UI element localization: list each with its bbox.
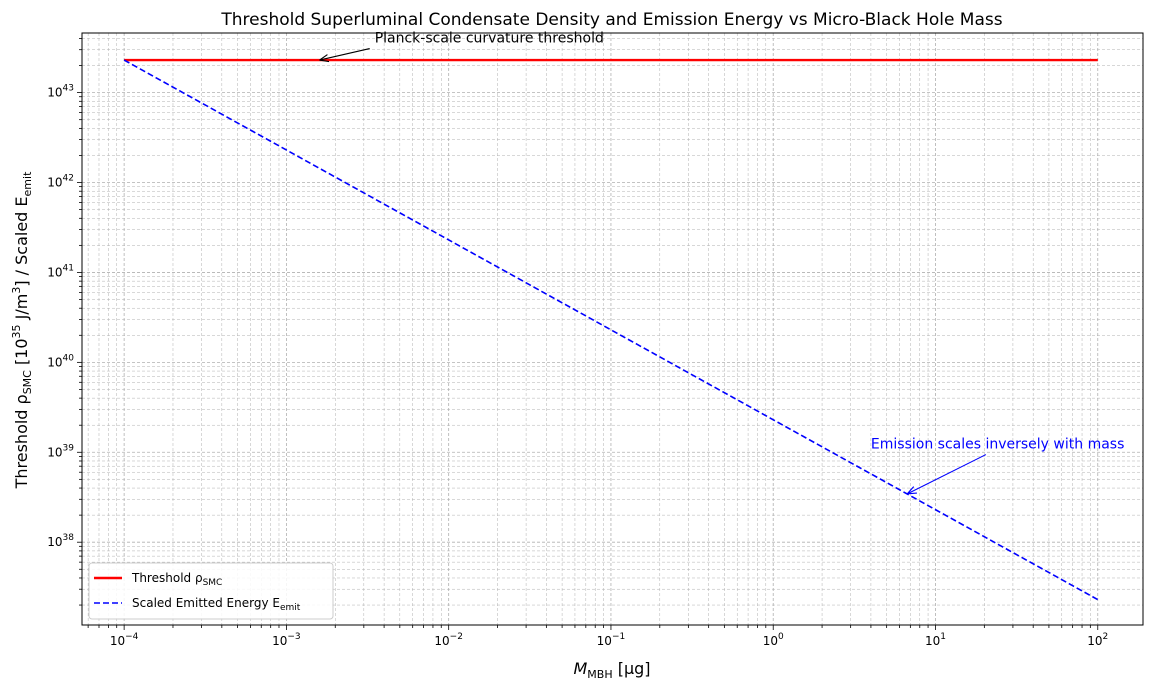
y-tick-label: 1042 (47, 174, 74, 190)
chart-title: Threshold Superluminal Condensate Densit… (220, 10, 1002, 30)
y-tick-label: 1039 (47, 443, 74, 459)
series-layer (123, 58, 1099, 601)
x-tick-label: 101 (925, 632, 946, 648)
y-tick-label: 1040 (47, 353, 74, 369)
x-tick-label: 10−4 (110, 632, 139, 648)
y-axis-label: Threshold ρSMC [1035 J/m3] / Scaled Eemi… (10, 171, 34, 489)
y-tick-label: 1043 (47, 84, 74, 100)
y-tick-label: 1041 (47, 263, 74, 279)
y-ticks: 1038 1039 1040 1041 1042 1043 (47, 38, 82, 606)
annotation-text-1: Emission scales inversely with mass (871, 437, 1124, 453)
annotation-arrow-0 (320, 48, 370, 60)
annotation-arrow-1 (907, 454, 987, 494)
x-tick-label: 10−3 (272, 632, 301, 648)
x-tick-label: 102 (1087, 632, 1108, 648)
legend: Threshold ρSMC Scaled Emitted Energy Eemi… (88, 562, 334, 620)
annotation-text-0: Planck-scale curvature threshold (375, 31, 604, 47)
grid (82, 33, 1143, 625)
legend-box (88, 562, 334, 620)
x-axis-label: MMBH [μg] (573, 659, 650, 681)
x-tick-label: 10−2 (434, 632, 463, 648)
legend-label-1: Scaled Emitted Energy Eemit (132, 596, 301, 613)
x-tick-label: 10−1 (597, 632, 626, 648)
x-tick-label: 100 (763, 632, 784, 648)
legend-label-0: Threshold ρSMC (131, 571, 222, 588)
series-line-1 (123, 59, 1099, 601)
annotations: Planck-scale curvature threshold Emission… (320, 31, 1124, 494)
plot-frame (81, 32, 1144, 626)
y-tick-label: 1038 (47, 533, 74, 549)
x-ticks: 10−4 10−3 10−2 10−1 100 101 102 (87, 625, 1108, 648)
